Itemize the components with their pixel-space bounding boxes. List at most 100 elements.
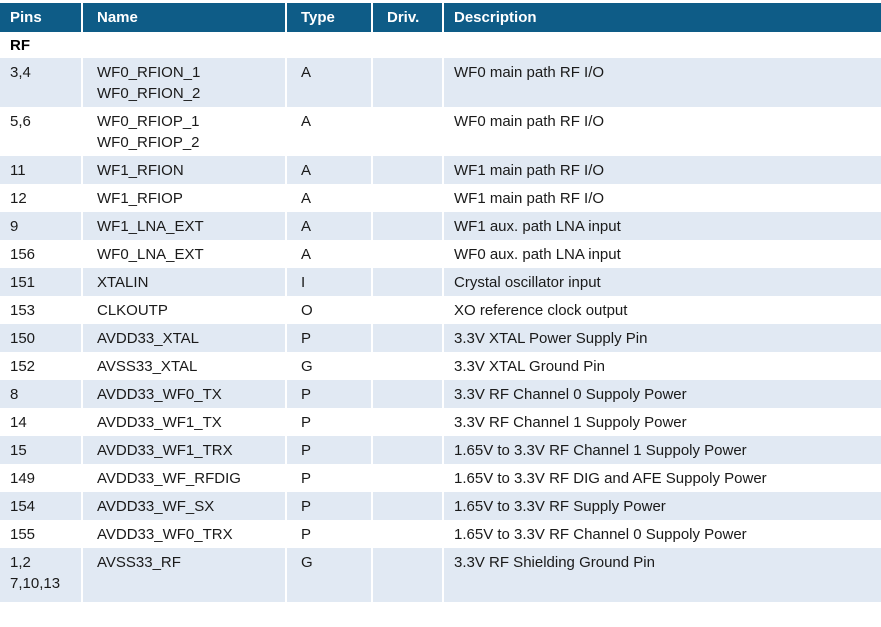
- cell-driv: [372, 240, 444, 268]
- cell-driv: [372, 58, 444, 107]
- cell-driv: [372, 156, 444, 184]
- pins-line: 12: [10, 190, 27, 207]
- cell-desc: 3.3V XTAL Power Supply Pin: [443, 324, 881, 352]
- name-line: AVDD33_WF0_TX: [97, 386, 222, 403]
- pins-line: 9: [10, 218, 19, 235]
- cell-type: A: [286, 156, 373, 184]
- cell-pins: 8: [0, 380, 83, 408]
- cell-desc: 1.65V to 3.3V RF DIG and AFE Suppoly Pow…: [454, 470, 767, 487]
- name-line: CLKOUTP: [97, 302, 168, 319]
- cell-name: AVSS33_XTAL: [82, 352, 287, 380]
- pins-line: 152: [10, 358, 36, 375]
- table-row: 11 WF1_RFION A WF1 main path RF I/O: [0, 156, 881, 184]
- cell-pins: 11: [0, 156, 83, 184]
- cell-type: P: [286, 436, 373, 464]
- pins-line: 156: [10, 246, 36, 263]
- cell-pins: 156: [0, 240, 83, 268]
- cell-pins: 5,6: [0, 107, 83, 156]
- table-row: 149 AVDD33_WF_RFDIG P 1.65V to 3.3V RF DIG …: [0, 464, 881, 492]
- cell-desc: Crystal oscillator input: [443, 268, 881, 296]
- name-line: AVDD33_WF1_TX: [97, 414, 222, 431]
- cell-pins: 153: [0, 296, 83, 324]
- pins-line: 8: [10, 386, 19, 403]
- name-line: WF0_RFION_1: [97, 64, 201, 81]
- cell-desc: 3.3V XTAL Ground Pin: [454, 358, 605, 375]
- cell-driv: [372, 548, 444, 602]
- pins-line: 11: [10, 162, 26, 179]
- table-row: 154 AVDD33_WF_SX P 1.65V to 3.3V RF Supply …: [0, 492, 881, 520]
- name-line: WF0_RFION_2: [97, 85, 201, 102]
- cell-pins: 12: [0, 184, 83, 212]
- table-row: 151 XTALIN I Crystal oscillator input: [0, 268, 881, 296]
- cell-type: A: [286, 184, 373, 212]
- cell-driv: [372, 520, 444, 548]
- cell-name: AVDD33_WF0_TRX: [82, 520, 287, 548]
- cell-pins: 152: [0, 352, 83, 380]
- name-line: AVDD33_WF0_TRX: [97, 526, 233, 543]
- cell-name: WF0_RFION_1 WF0_RFION_2: [82, 58, 287, 107]
- name-line: WF1_LNA_EXT: [97, 218, 204, 235]
- cell-name: AVDD33_WF_SX: [82, 492, 287, 520]
- table-row: 12 WF1_RFIOP A WF1 main path RF I/O: [0, 184, 881, 212]
- cell-desc: WF1 aux. path LNA input: [443, 212, 881, 240]
- cell-type: A: [286, 107, 373, 156]
- cell-desc: WF0 main path RF I/O: [454, 113, 605, 130]
- cell-type: P: [286, 408, 373, 436]
- table-row: 153 CLKOUTP O XO reference clock output: [0, 296, 881, 324]
- cell-name: WF1_LNA_EXT: [82, 212, 287, 240]
- table-row: 150 AVDD33_XTAL P 3.3V XTAL Power Supply Pi…: [0, 324, 881, 352]
- cell-name: AVDD33_WF1_TRX: [82, 436, 287, 464]
- cell-pins: 9: [0, 212, 83, 240]
- cell-pins: 15: [0, 436, 83, 464]
- name-line: WF1_RFIOP: [97, 190, 183, 207]
- cell-name: AVDD33_WF_RFDIG: [82, 464, 287, 492]
- cell-type: G: [286, 352, 373, 380]
- table-row: 1,2 7,10,13 AVSS33_RF G 3.3V RF Shielding Gr…: [0, 548, 881, 602]
- column-header-type: Type: [286, 3, 373, 32]
- cell-pins: 151: [0, 268, 83, 296]
- cell-driv: [372, 380, 444, 408]
- name-line: WF1_RFION: [97, 162, 184, 179]
- cell-pins: 3,4: [0, 58, 83, 107]
- cell-name: WF1_RFIOP: [82, 184, 287, 212]
- column-header-name: Name: [82, 3, 287, 32]
- cell-name: AVDD33_WF0_TX: [82, 380, 287, 408]
- column-header-driv: Driv.: [372, 3, 444, 32]
- cell-type: P: [286, 380, 373, 408]
- cell-desc: 3.3V RF Shielding Ground Pin: [443, 548, 881, 602]
- table-row: 3,4 WF0_RFION_1 WF0_RFION_2 A WF0 main path …: [0, 58, 881, 107]
- column-header-pins: Pins: [0, 3, 83, 32]
- cell-driv: [372, 296, 444, 324]
- cell-type: A: [286, 240, 373, 268]
- cell-type: P: [286, 520, 373, 548]
- pins-line: 155: [10, 526, 36, 543]
- table-header-row: Pins Name Type Driv. Description: [0, 3, 881, 32]
- name-line: WF0_RFIOP_2: [97, 134, 200, 151]
- pin-description-table: Pins Name Type Driv. Description RF 3,4 W…: [0, 3, 881, 602]
- table-row: 5,6 WF0_RFIOP_1 WF0_RFIOP_2 A WF0 main path …: [0, 107, 881, 156]
- pins-line: 149: [10, 470, 36, 487]
- cell-name: AVDD33_XTAL: [82, 324, 287, 352]
- cell-name: XTALIN: [82, 268, 287, 296]
- pins-line: 1,2: [10, 554, 31, 571]
- cell-pins: 1,2 7,10,13: [0, 548, 83, 602]
- name-line: AVDD33_WF_SX: [97, 498, 215, 515]
- name-line: AVDD33_WF1_TRX: [97, 442, 233, 459]
- cell-name: WF1_RFION: [82, 156, 287, 184]
- cell-name: WF0_RFIOP_1 WF0_RFIOP_2: [82, 107, 287, 156]
- pins-line: 3,4: [10, 64, 31, 81]
- cell-desc: WF1 main path RF I/O: [454, 190, 605, 207]
- cell-type: I: [286, 268, 373, 296]
- cell-pins: 150: [0, 324, 83, 352]
- cell-desc: 3.3V RF Channel 1 Suppoly Power: [454, 414, 687, 431]
- name-line: WF0_LNA_EXT: [97, 246, 204, 263]
- cell-desc: WF0 main path RF I/O: [443, 58, 881, 107]
- cell-pins: 155: [0, 520, 83, 548]
- cell-desc: 1.65V to 3.3V RF Supply Power: [443, 492, 881, 520]
- cell-driv: [372, 464, 444, 492]
- table-row: 15 AVDD33_WF1_TRX P 1.65V to 3.3V RF Channe…: [0, 436, 881, 464]
- column-header-description: Description: [443, 3, 881, 32]
- cell-driv: [372, 268, 444, 296]
- table-row: 9 WF1_LNA_EXT A WF1 aux. path LNA input: [0, 212, 881, 240]
- cell-name: CLKOUTP: [82, 296, 287, 324]
